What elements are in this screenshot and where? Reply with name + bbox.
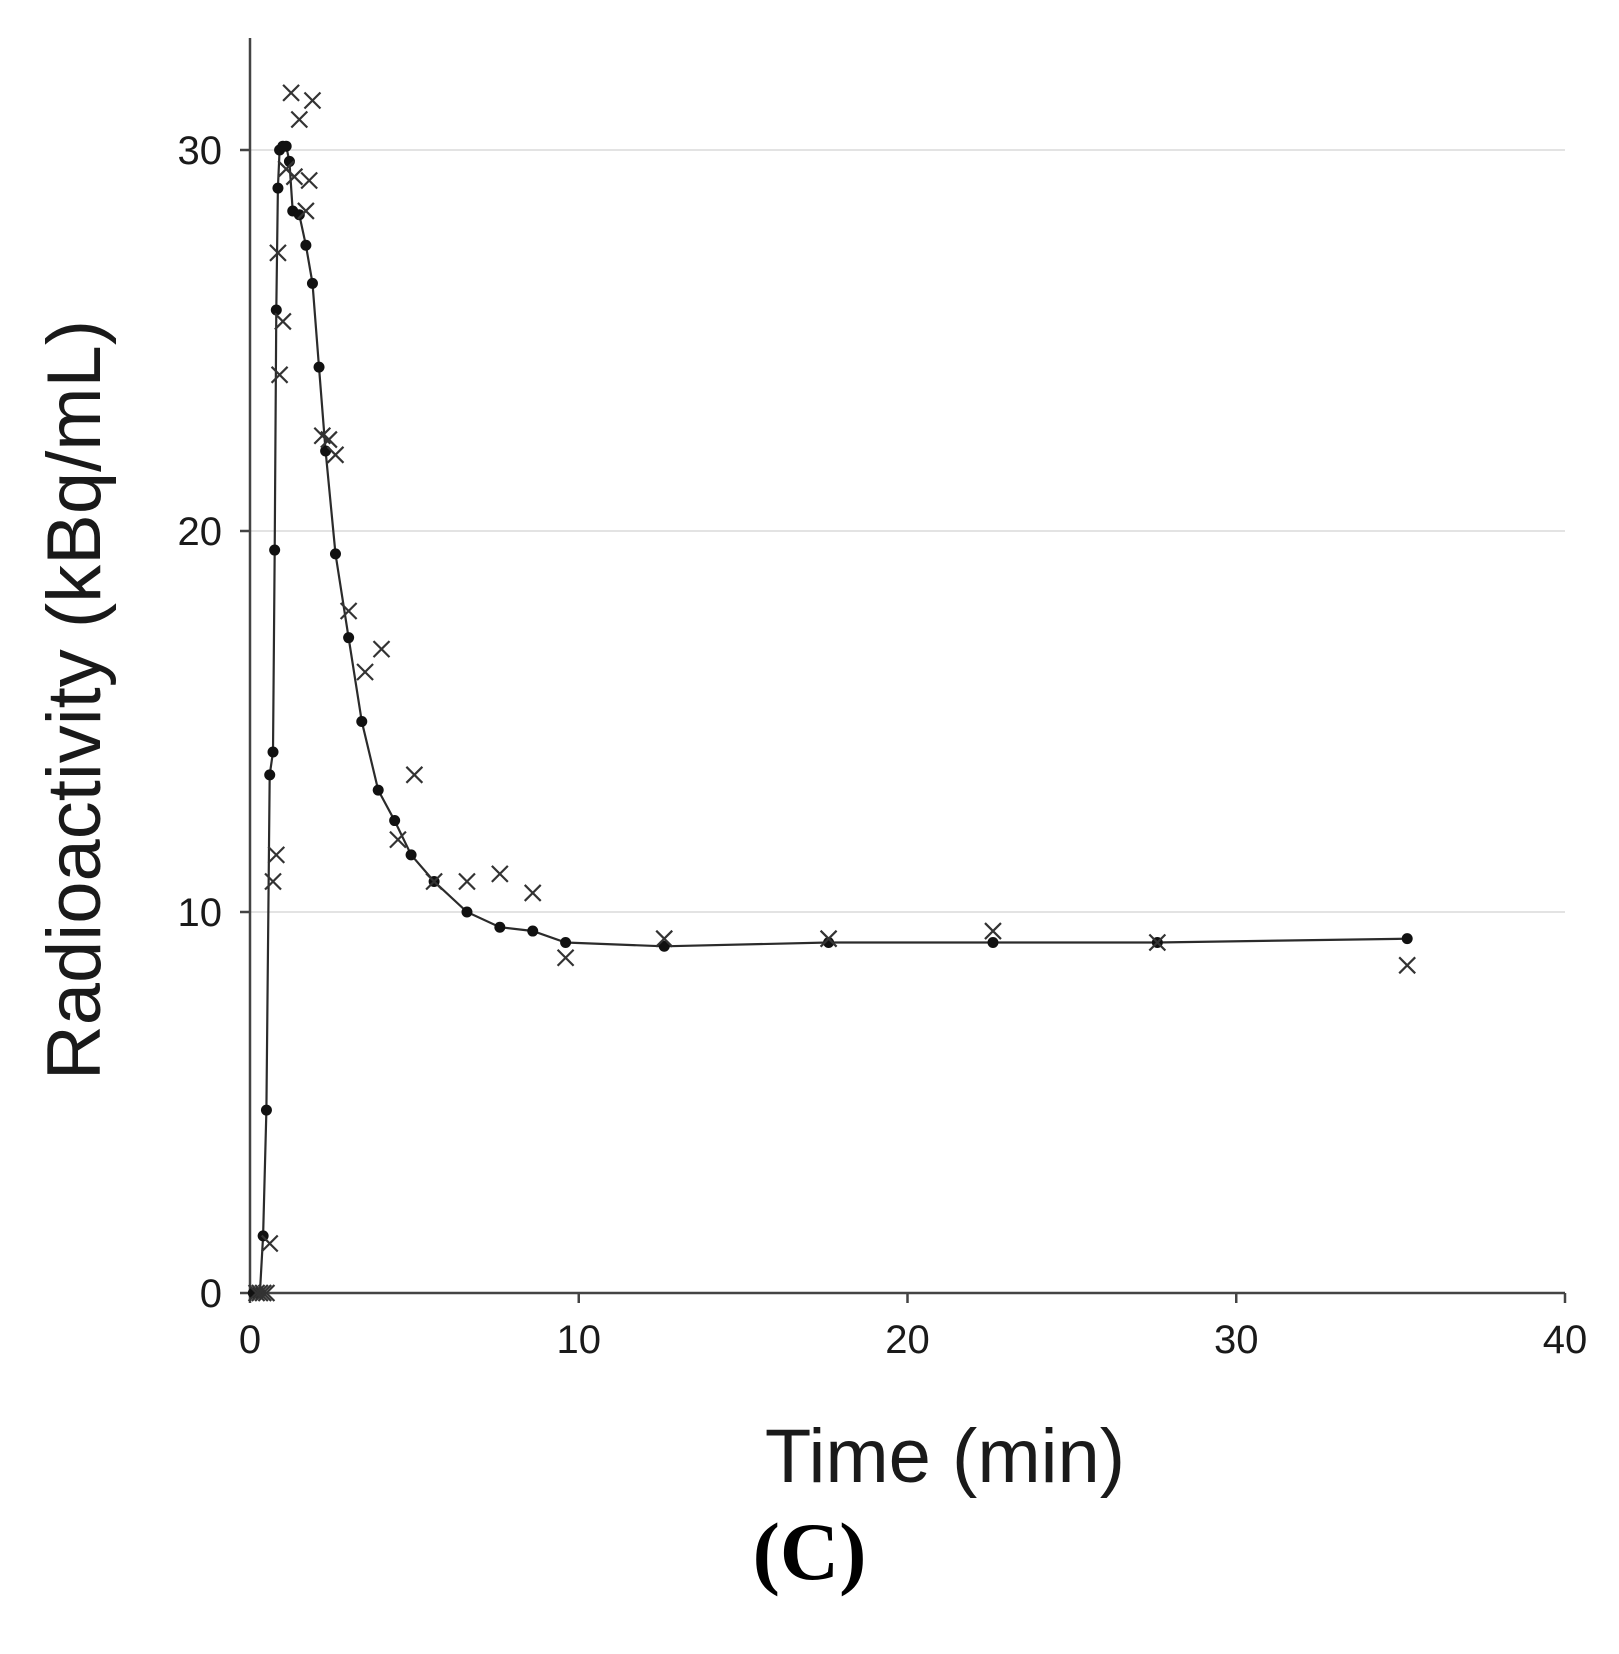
x-axis-title: Time (min) bbox=[765, 1414, 1125, 1499]
x-tick-labels: 0 10 20 30 40 bbox=[239, 1318, 1587, 1362]
x-tick-label: 0 bbox=[239, 1318, 261, 1362]
series-dots bbox=[247, 140, 1413, 1299]
gridlines bbox=[250, 149, 1565, 913]
data-point-cross bbox=[1398, 956, 1416, 975]
data-point-dot bbox=[389, 815, 401, 827]
data-point-cross bbox=[1148, 933, 1167, 952]
data-point-cross bbox=[282, 84, 300, 102]
y-tick-labels: 0 10 20 30 bbox=[178, 129, 223, 1316]
data-point-dot bbox=[329, 548, 341, 560]
x-tick-label: 40 bbox=[1543, 1318, 1588, 1362]
axes bbox=[240, 38, 1567, 1303]
series-crosses bbox=[247, 84, 1416, 1302]
x-tick-label: 10 bbox=[557, 1318, 602, 1362]
data-point-cross bbox=[389, 830, 407, 849]
data-point-dot bbox=[313, 361, 325, 373]
data-point-cross bbox=[523, 884, 542, 902]
data-point-dot bbox=[823, 936, 835, 948]
data-point-cross bbox=[405, 766, 424, 784]
data-point-dot bbox=[372, 784, 384, 796]
data-point-cross bbox=[303, 91, 322, 110]
x-tick-label: 20 bbox=[885, 1318, 930, 1362]
data-point-cross bbox=[458, 872, 476, 891]
data-point-cross bbox=[655, 929, 674, 948]
data-point-cross bbox=[339, 602, 358, 620]
data-point-cross bbox=[372, 640, 391, 658]
data-point-cross bbox=[267, 846, 286, 864]
data-point-cross bbox=[320, 430, 338, 449]
data-point-cross bbox=[264, 872, 282, 891]
panel-label: (C) bbox=[752, 1506, 867, 1597]
data-point-dot bbox=[560, 936, 572, 948]
data-point-dot bbox=[280, 140, 292, 152]
data-point-dot bbox=[260, 1104, 272, 1116]
data-point-cross bbox=[257, 1284, 276, 1302]
y-axis-title: Radioactivity (kBq/mL) bbox=[32, 320, 117, 1080]
data-point-dot bbox=[1401, 933, 1413, 945]
data-point-dot bbox=[461, 906, 473, 918]
data-point-dot bbox=[356, 716, 368, 727]
data-point-cross bbox=[300, 171, 318, 190]
data-point-cross bbox=[285, 167, 304, 186]
data-point-dot bbox=[270, 304, 282, 316]
data-point-cross bbox=[819, 929, 838, 948]
data-point-cross bbox=[984, 922, 1002, 940]
data-point-dot bbox=[306, 277, 318, 289]
data-point-cross bbox=[491, 865, 509, 883]
data-point-cross bbox=[356, 663, 374, 681]
data-point-cross bbox=[260, 1234, 279, 1253]
data-point-dot bbox=[494, 921, 506, 933]
data-point-cross bbox=[254, 1284, 272, 1302]
y-tick-label: 0 bbox=[200, 1272, 222, 1316]
data-point-dot bbox=[293, 209, 305, 221]
data-point-cross bbox=[251, 1284, 269, 1302]
data-point-dot bbox=[269, 544, 281, 556]
data-point-dot bbox=[300, 239, 312, 251]
data-point-dot bbox=[405, 849, 417, 861]
data-point-cross bbox=[556, 948, 575, 967]
data-point-dot bbox=[343, 632, 355, 644]
y-tick-label: 20 bbox=[178, 510, 223, 554]
data-point-cross bbox=[290, 110, 309, 129]
data-point-cross bbox=[326, 446, 345, 464]
y-tick-label: 30 bbox=[178, 129, 223, 173]
data-point-dot bbox=[658, 940, 670, 952]
data-point-cross bbox=[269, 244, 287, 262]
data-point-dot bbox=[987, 936, 999, 948]
data-point-cross bbox=[297, 202, 315, 220]
y-tick-label: 10 bbox=[178, 891, 223, 935]
series-line bbox=[253, 145, 1408, 1295]
data-point-cross bbox=[274, 312, 292, 331]
data-point-cross bbox=[425, 872, 443, 891]
data-point-dot bbox=[527, 925, 539, 937]
data-point-dot bbox=[264, 769, 276, 781]
x-tick-label: 30 bbox=[1214, 1318, 1259, 1362]
data-point-dot bbox=[272, 182, 284, 194]
data-point-dot bbox=[267, 746, 279, 758]
data-point-cross bbox=[270, 366, 289, 384]
